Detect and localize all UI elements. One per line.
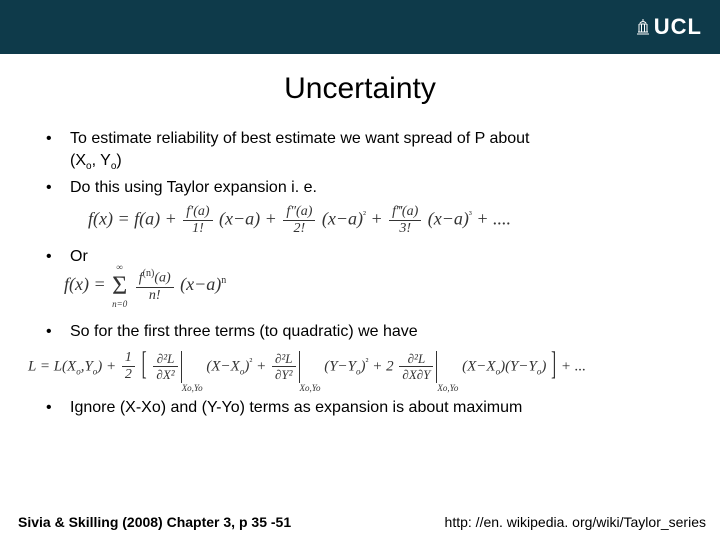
bullet-5: Ignore (X-Xo) and (Y-Yo) terms as expans…: [46, 397, 692, 419]
footer-citation: Sivia & Skilling (2008) Chapter 3, p 35 …: [18, 514, 291, 530]
page-title: Uncertainty: [0, 72, 720, 106]
footer: Sivia & Skilling (2008) Chapter 3, p 35 …: [0, 514, 720, 530]
dome-icon: [636, 18, 650, 36]
logo-text: UCL: [654, 14, 702, 40]
bullet-2: Do this using Taylor expansion i. e.: [46, 177, 692, 199]
bullet-1-line2: (Xo, Yo): [70, 152, 122, 169]
header-bar: UCL: [0, 0, 720, 54]
bullet-1: To estimate reliability of best estimate…: [46, 128, 692, 173]
bullet-3: Or: [46, 246, 692, 268]
formula-L-expansion: L = L(Xo,Yo) + 12 [ ∂²L∂X²Xo,Yo (X−Xo)² …: [28, 351, 692, 383]
sigma-icon: ∞ Σ n=0: [112, 273, 127, 299]
bullet-list-3: So for the first three terms (to quadrat…: [28, 321, 692, 343]
bullet-list: To estimate reliability of best estimate…: [28, 128, 692, 199]
bullet-list-2: Or: [28, 246, 692, 268]
footer-url: http: //en. wikipedia. org/wiki/Taylor_s…: [445, 514, 706, 530]
formula-taylor-expanded: f(x) = f(a) + f′(a)1! (x−a) + f″(a)2! (x…: [88, 205, 692, 236]
ucl-logo: UCL: [636, 14, 702, 40]
bullet-1-line1: To estimate reliability of best estimate…: [70, 130, 530, 147]
bullet-4: So for the first three terms (to quadrat…: [46, 321, 692, 343]
formula-taylor-sum: f(x) = ∞ Σ n=0 f(n)(a) n! (x−a)n: [64, 269, 692, 303]
content-area: To estimate reliability of best estimate…: [0, 128, 720, 418]
bullet-list-4: Ignore (X-Xo) and (Y-Yo) terms as expans…: [28, 397, 692, 419]
